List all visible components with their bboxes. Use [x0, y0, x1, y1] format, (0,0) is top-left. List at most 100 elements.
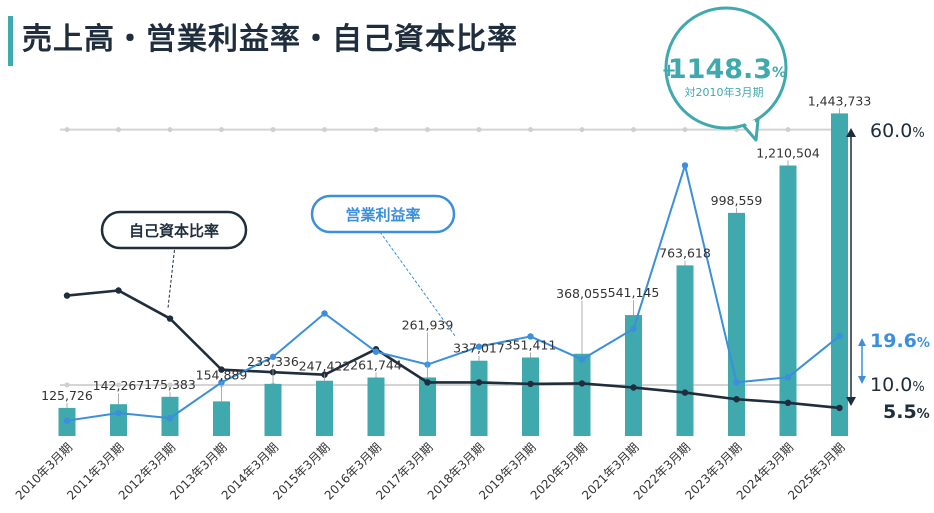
equity-ratio-point	[424, 379, 431, 386]
equity-ratio-line	[66, 289, 840, 410]
bar	[522, 357, 539, 436]
operating-margin-point	[733, 379, 740, 386]
grid-dot	[219, 127, 224, 133]
equity-ratio-point	[733, 396, 740, 403]
grid-dot	[476, 127, 482, 133]
title-accent-bar	[8, 16, 13, 66]
operating-margin-line	[66, 164, 841, 422]
grid-dot	[373, 127, 379, 133]
bar	[213, 401, 230, 436]
bars-layer	[58, 113, 848, 437]
bar	[470, 360, 488, 436]
growth-badge-caption: 対2010年3月期	[685, 85, 764, 99]
operating-margin-point	[578, 356, 586, 363]
operating-margin-point	[166, 414, 174, 422]
equity-ratio-point	[63, 292, 71, 299]
operating-margin-point	[321, 310, 328, 317]
equity-callout-leader	[167, 244, 176, 309]
grid-dot	[64, 382, 70, 388]
operating-margin-point	[63, 417, 71, 424]
grid-dot	[116, 382, 121, 388]
bar-value-label: 261,939	[402, 317, 454, 332]
growth-badge-tail-cover	[744, 120, 755, 134]
range-arrow-blue-bottom	[858, 376, 866, 384]
operating-margin-point	[218, 379, 225, 386]
page-title: 売上高・営業利益率・自己資本比率	[22, 22, 518, 57]
operating-margin-point	[836, 332, 843, 340]
bar	[831, 113, 848, 436]
bar	[573, 353, 591, 436]
operating-margin-point	[527, 333, 534, 340]
growth-badge-plus: +	[661, 60, 676, 81]
equity-ratio-point	[475, 379, 483, 386]
growth-badge	[664, 6, 788, 130]
bar-value-label: 261,744	[350, 358, 402, 373]
equity-ratio-point	[218, 366, 225, 373]
bar-value-label: 541,145	[608, 285, 660, 300]
bar-value-label: 142,267	[93, 378, 145, 393]
grid-dot	[425, 127, 430, 133]
operating-margin-point	[681, 162, 689, 169]
bar-value-label: 1,443,733	[808, 93, 872, 108]
bar	[264, 383, 282, 436]
bar-value-label: 154,889	[196, 367, 248, 382]
growth-badge-unit: %	[772, 65, 786, 81]
grid-dot	[270, 127, 276, 133]
equity-ratio-point	[166, 315, 174, 322]
operating-margin-point	[115, 409, 122, 417]
range-arrow-blue-top	[858, 338, 866, 346]
equity-ratio-point	[578, 380, 586, 387]
bar-value-label: 1,210,504	[756, 146, 820, 161]
bar-value-label: 233,336	[247, 354, 299, 369]
grid-dot	[167, 382, 173, 388]
bar	[419, 377, 436, 436]
grid-dot	[167, 127, 173, 133]
bar-value-label: 175,383	[144, 377, 196, 392]
grid-dot	[64, 127, 70, 133]
grid-dot	[116, 127, 121, 133]
equity-ratio-point	[527, 380, 534, 388]
bar	[625, 315, 642, 436]
range-arrow-black-bottom	[846, 397, 856, 406]
lines-layer	[63, 162, 843, 424]
operating-margin-point	[630, 325, 637, 332]
bar	[367, 377, 385, 436]
operating-margin-point	[269, 353, 277, 361]
range-arrow-black-top	[846, 128, 856, 137]
grid-dot	[528, 127, 533, 133]
bar-value-label: 351,411	[505, 337, 557, 352]
bar	[728, 212, 745, 436]
equity-ratio-point	[784, 399, 792, 407]
grid-dot	[322, 127, 327, 133]
final-equity-label: 5.5%	[883, 401, 930, 423]
equity-callout-label: 自己資本比率	[129, 222, 219, 240]
final-margin-label: 19.6%	[870, 330, 930, 352]
operating-margin-point	[784, 374, 792, 381]
margin-callout-label: 営業利益率	[345, 206, 420, 224]
bar-value-label: 368,055	[556, 286, 608, 301]
bar-value-label: 998,559	[711, 193, 763, 208]
equity-callout-box	[100, 210, 248, 250]
margin-callout-leader	[379, 231, 456, 337]
equity-ratio-point	[681, 389, 689, 396]
equity-ratio-point	[836, 404, 843, 412]
axis-tick-60: 60.0%	[870, 120, 925, 142]
equity-ratio-point	[115, 287, 122, 294]
margin-callout-box	[310, 194, 456, 234]
grid-dot	[785, 127, 791, 133]
bar-value-label: 247,422	[299, 359, 351, 374]
operating-margin-point	[475, 343, 483, 350]
growth-badge-value: 1148.3	[668, 54, 772, 85]
bar	[779, 165, 797, 437]
grid-dot	[631, 127, 636, 133]
grid-dot	[579, 127, 585, 133]
bar-value-label: 763,618	[659, 245, 711, 260]
bar	[110, 404, 127, 436]
grid-dot	[682, 127, 688, 133]
bar-value-label: 125,726	[41, 388, 93, 403]
equity-ratio-point	[630, 384, 637, 391]
bar	[316, 380, 333, 436]
axis-tick-10: 10.0%	[870, 374, 925, 396]
bar-value-label: 337,017	[453, 341, 505, 356]
